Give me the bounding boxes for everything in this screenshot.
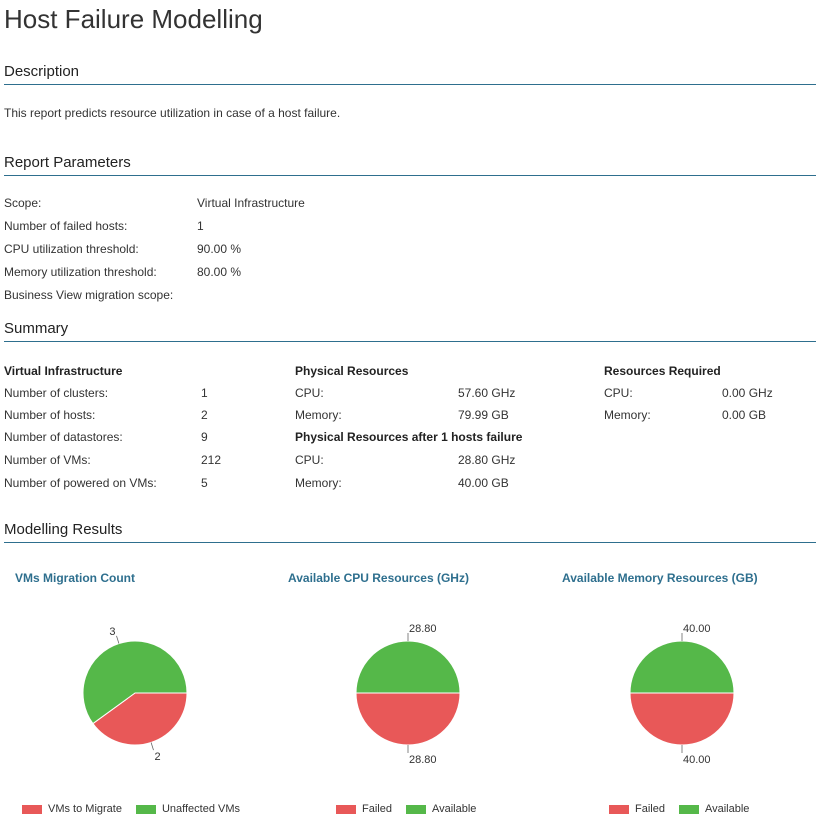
summary-label: Number of datastores: — [4, 430, 123, 444]
description-text: This report predicts resource utilizatio… — [4, 106, 341, 120]
summary-label: CPU: — [604, 386, 633, 400]
summary-value: 0.00 GB — [722, 408, 767, 422]
legend-label: Unaffected VMs — [161, 803, 241, 815]
virtual-infrastructure-heading: Virtual Infrastructure — [4, 364, 123, 378]
pie-slice — [355, 640, 461, 694]
summary-label: Memory: — [295, 476, 342, 490]
param-label: Scope: — [4, 196, 42, 210]
param-label: CPU utilization threshold: — [4, 242, 139, 256]
data-label: 28.80 — [409, 623, 437, 635]
data-label: 28.80 — [409, 754, 437, 766]
summary-value: 57.60 GHz — [458, 386, 516, 400]
pie-chart-cpu-resources: 28.80 28.80 — [355, 623, 461, 766]
legend-swatch — [609, 804, 629, 814]
legend-vms-migration: VMs to Migrate Unaffected VMs — [22, 803, 240, 815]
param-label: Business View migration scope: — [4, 288, 174, 302]
data-label: 3 — [109, 626, 115, 638]
resources-required-heading: Resources Required — [604, 364, 721, 378]
legend-swatch — [678, 804, 699, 814]
legend-item: Available — [678, 803, 750, 815]
summary-label: Memory: — [295, 408, 342, 422]
param-value: Virtual Infrastructure — [197, 196, 305, 210]
legend-item: Failed — [336, 803, 392, 815]
param-value: 1 — [197, 219, 204, 233]
legend-item: Failed — [609, 803, 665, 815]
pie-slice — [629, 692, 735, 746]
pie-chart-memory-resources: 40.00 40.00 — [629, 623, 735, 766]
legend-item: VMs to Migrate — [22, 803, 122, 815]
modelling-results-heading: Modelling Results — [4, 521, 816, 543]
legend-item: Unaffected VMs — [135, 803, 241, 815]
summary-value: 79.99 GB — [458, 408, 509, 422]
page-title: Host Failure Modelling — [4, 4, 263, 34]
legend-swatch — [22, 804, 42, 814]
legend-memory-resources: Failed Available — [609, 803, 749, 815]
summary-value: 28.80 GHz — [458, 453, 516, 467]
legend-label: Failed — [362, 803, 392, 815]
description-heading: Description — [4, 63, 816, 85]
pie-slice — [82, 640, 188, 725]
summary-value: 5 — [201, 476, 208, 490]
legend-label: Failed — [635, 803, 665, 815]
summary-label: Number of VMs: — [4, 453, 91, 467]
summary-label: Number of hosts: — [4, 408, 96, 422]
chart-title-vms-migration: VMs Migration Count — [15, 571, 135, 585]
chart-title-memory-resources: Available Memory Resources (GB) — [562, 571, 758, 585]
physical-resources-heading: Physical Resources — [295, 364, 409, 378]
pie-slice — [629, 640, 735, 694]
leader-line — [116, 635, 120, 644]
summary-value: 212 — [201, 453, 222, 467]
param-value: 80.00 % — [197, 265, 242, 279]
param-value: 90.00 % — [197, 242, 242, 256]
legend-label: Available — [431, 803, 477, 815]
after-failure-heading: Physical Resources after 1 hosts failure — [295, 430, 523, 444]
summary-value: 2 — [201, 408, 208, 422]
param-label: Number of failed hosts: — [4, 219, 128, 233]
chart-title-cpu-resources: Available CPU Resources (GHz) — [288, 571, 469, 585]
summary-label: Number of powered on VMs: — [4, 476, 157, 490]
pie-chart-vms-migration: 23 — [82, 626, 188, 763]
legend-swatch — [336, 804, 356, 814]
summary-label: Number of clusters: — [4, 386, 109, 400]
summary-label: Memory: — [604, 408, 651, 422]
summary-value: 1 — [201, 386, 208, 400]
data-label: 40.00 — [683, 623, 711, 635]
legend-label: Available — [704, 803, 750, 815]
report-parameters-heading: Report Parameters — [4, 154, 816, 176]
pie-slice — [92, 692, 188, 746]
pie-slice — [355, 692, 461, 746]
summary-label: CPU: — [295, 386, 324, 400]
legend-label: VMs to Migrate — [48, 803, 122, 815]
param-label: Memory utilization threshold: — [4, 265, 157, 279]
summary-value: 9 — [201, 430, 208, 444]
leader-line — [150, 742, 154, 751]
legend-swatch — [405, 804, 426, 814]
summary-value: 0.00 GHz — [722, 386, 773, 400]
summary-label: CPU: — [295, 453, 324, 467]
summary-value: 40.00 GB — [458, 476, 509, 490]
legend-swatch — [135, 804, 156, 814]
summary-heading: Summary — [4, 320, 816, 342]
legend-item: Available — [405, 803, 477, 815]
legend-cpu-resources: Failed Available — [336, 803, 476, 815]
data-label: 40.00 — [683, 754, 711, 766]
data-label: 2 — [155, 751, 161, 763]
